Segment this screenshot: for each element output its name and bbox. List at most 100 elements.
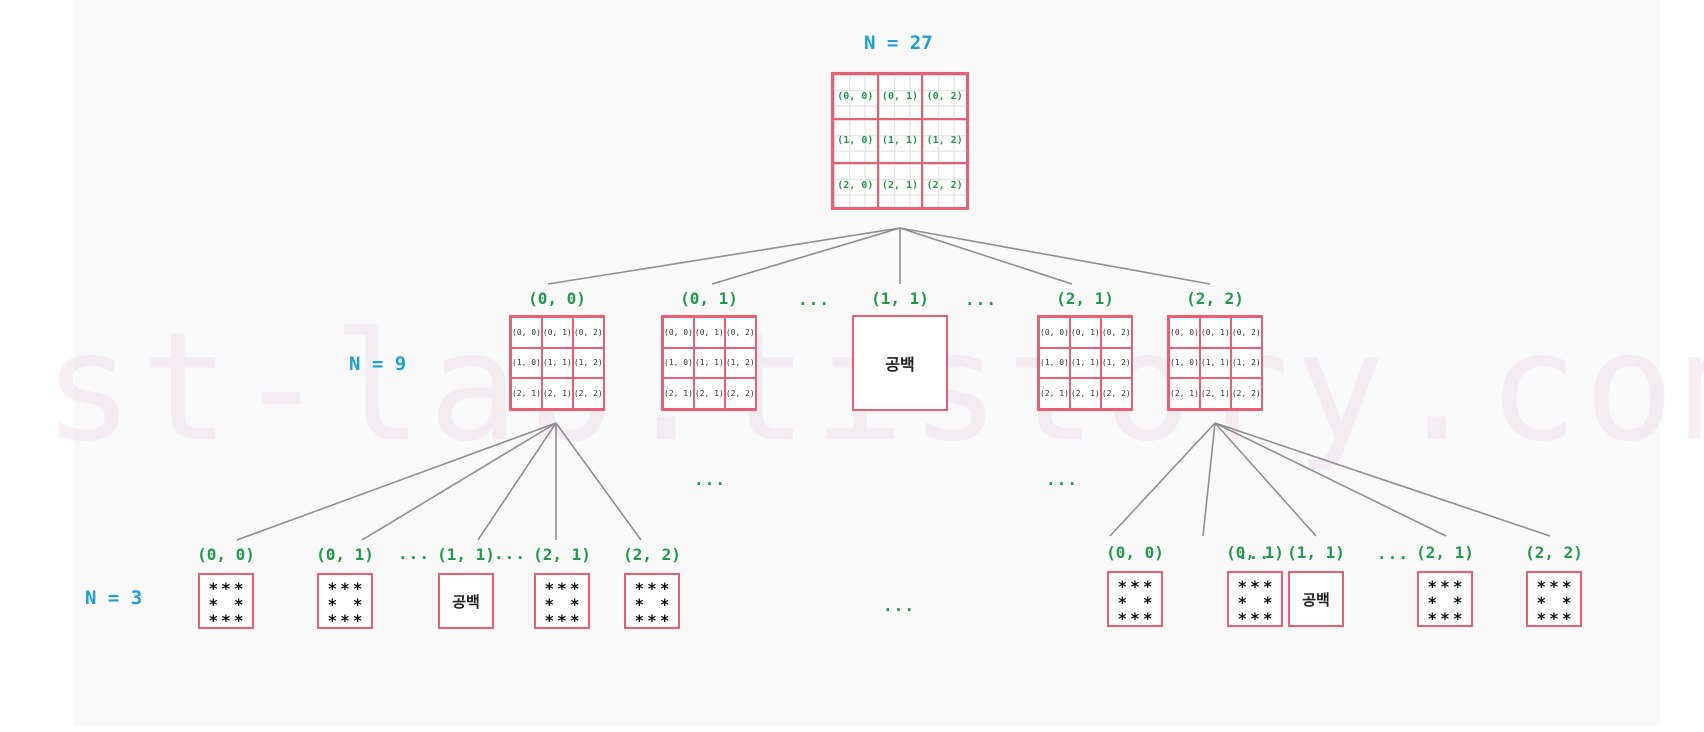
bottom-right-node-label: (0, 1) bbox=[1226, 543, 1284, 562]
star-mark: * bbox=[634, 611, 645, 630]
star-mark: * bbox=[1427, 577, 1438, 596]
star-mark: * bbox=[569, 595, 580, 614]
level-label-n9: N = 9 bbox=[349, 353, 407, 375]
middle-grid-cell: (1, 2) bbox=[724, 347, 756, 379]
star-mark: * bbox=[634, 579, 645, 598]
star-mark: * bbox=[1262, 609, 1273, 628]
middle-grid-n9: (0, 0) (0, 1) (0, 2) (1, 0) (1, 1) (1, 2) (2, … bbox=[1167, 315, 1263, 411]
top-grid-cell: (1, 1) bbox=[877, 118, 923, 164]
edge-middle-left-to-bottom bbox=[361, 422, 557, 541]
top-grid-cell: (0, 1) bbox=[877, 74, 923, 119]
middle-grid-cell: (2, 1) bbox=[1069, 378, 1101, 409]
edge-middle-right-to-bottom bbox=[1202, 422, 1216, 537]
top-grid-cell: (0, 2) bbox=[922, 74, 967, 119]
edge-root-to-middle bbox=[899, 227, 1073, 285]
bottom-left-node-label: (0, 1) bbox=[316, 545, 374, 564]
star-mark: * bbox=[208, 595, 219, 614]
level-label-n3: N = 3 bbox=[85, 587, 143, 609]
edge-root-to-middle bbox=[711, 227, 901, 285]
middle-grid-cell: (2, 2) bbox=[724, 378, 756, 409]
middle-grid-cell: (1, 0) bbox=[1169, 347, 1200, 379]
middle-grid-cell: (2, 1) bbox=[1039, 378, 1070, 409]
middle-node-label: (0, 0) bbox=[528, 289, 586, 308]
middle-grid-n9: (0, 0) (0, 1) (0, 2) (1, 0) (1, 1) (1, 2) (2, … bbox=[661, 315, 757, 411]
middle-grid-cell: (1, 2) bbox=[1230, 347, 1262, 379]
middle-grid-cell: (0, 0) bbox=[1169, 317, 1200, 348]
middle-grid-cell: (0, 2) bbox=[724, 317, 756, 348]
middle-grid-cell: (2, 2) bbox=[1100, 378, 1132, 409]
star-mark: * bbox=[1237, 609, 1248, 628]
top-grid-cell: (2, 1) bbox=[877, 163, 923, 208]
bottom-right-star-box: * * * * * * * * bbox=[1227, 571, 1283, 627]
ellipsis-middle-left: ... bbox=[798, 290, 830, 309]
star-mark: * bbox=[1142, 609, 1153, 628]
star-mark: * bbox=[327, 611, 338, 630]
bottom-right-node-label: (2, 1) bbox=[1416, 543, 1474, 562]
bottom-left-node-label: (1, 1) bbox=[437, 545, 495, 564]
star-mark: * bbox=[647, 579, 657, 598]
bottom-right-node-label: (0, 0) bbox=[1106, 543, 1164, 562]
middle-grid-cell: (1, 0) bbox=[663, 347, 694, 379]
top-grid-n27: (0, 0) (0, 1) (0, 2) (1, 0) (1, 1) (1, 2) (2, … bbox=[831, 72, 969, 210]
star-mark: * bbox=[327, 595, 338, 614]
ellipsis-bottom-left-2: ... bbox=[494, 544, 526, 563]
star-mark: * bbox=[647, 611, 657, 630]
middle-grid-cell: (0, 1) bbox=[1069, 317, 1101, 348]
middle-grid-cell: (1, 1) bbox=[541, 347, 573, 379]
star-mark: * bbox=[1427, 609, 1438, 628]
top-grid-cell: (2, 0) bbox=[833, 163, 878, 208]
star-mark: * bbox=[659, 579, 670, 598]
middle-grid-cell: (0, 2) bbox=[572, 317, 604, 348]
star-mark: * bbox=[1142, 577, 1153, 596]
ellipsis-bottom-left-1: ... bbox=[398, 544, 430, 563]
star-mark: * bbox=[221, 579, 231, 598]
star-mark: * bbox=[1452, 593, 1463, 612]
star-mark: * bbox=[208, 611, 219, 630]
middle-grid-cell: (0, 0) bbox=[511, 317, 542, 348]
star-mark: * bbox=[1130, 577, 1140, 596]
star-mark: * bbox=[352, 579, 363, 598]
middle-grid-cell: (2, 1) bbox=[693, 378, 725, 409]
top-grid-cell: (1, 2) bbox=[922, 118, 967, 164]
middle-grid-cell: (0, 0) bbox=[663, 317, 694, 348]
star-mark: * bbox=[1536, 593, 1547, 612]
star-mark: * bbox=[1142, 593, 1153, 612]
ellipsis-branch-right: ... bbox=[1046, 470, 1078, 489]
edge-middle-left-to-bottom bbox=[555, 422, 642, 541]
star-mark: * bbox=[544, 579, 555, 598]
top-grid-cell: (1, 0) bbox=[833, 118, 878, 164]
edge-middle-right-to-bottom bbox=[1214, 422, 1447, 537]
star-mark: * bbox=[1250, 577, 1260, 596]
ellipsis-branch-left: ... bbox=[694, 470, 726, 489]
bottom-right-blank-box: 공백 bbox=[1288, 571, 1344, 627]
middle-grid-cell: (0, 0) bbox=[1039, 317, 1070, 348]
middle-node-label: (1, 1) bbox=[871, 289, 929, 308]
bottom-right-star-box: * * * * * * * * bbox=[1526, 571, 1582, 627]
middle-grid-cell: (1, 2) bbox=[572, 347, 604, 379]
star-mark: * bbox=[1452, 577, 1463, 596]
star-mark: * bbox=[634, 595, 645, 614]
star-mark: * bbox=[557, 579, 567, 598]
bottom-left-blank-box: 공백 bbox=[438, 573, 494, 629]
ellipsis-bottom-right-1: ... bbox=[1238, 544, 1270, 563]
star-mark: * bbox=[1117, 609, 1128, 628]
middle-grid-cell: (1, 1) bbox=[1199, 347, 1231, 379]
star-mark: * bbox=[1130, 609, 1140, 628]
level-label-n27: N = 27 bbox=[864, 32, 933, 54]
bottom-left-node-label: (0, 0) bbox=[197, 545, 255, 564]
middle-grid-cell: (0, 2) bbox=[1230, 317, 1262, 348]
star-mark: * bbox=[659, 595, 670, 614]
star-mark: * bbox=[208, 579, 219, 598]
bottom-left-star-box: * * * * * * * * bbox=[534, 573, 590, 629]
star-mark: * bbox=[1549, 609, 1559, 628]
star-mark: * bbox=[340, 611, 350, 630]
middle-blank-box: 공백 bbox=[852, 315, 948, 411]
top-grid-cell: (2, 2) bbox=[922, 163, 967, 208]
bottom-left-star-box: * * * * * * * * bbox=[317, 573, 373, 629]
star-mark: * bbox=[233, 611, 244, 630]
middle-grid-cell: (1, 1) bbox=[1069, 347, 1101, 379]
edge-middle-right-to-bottom bbox=[1109, 422, 1216, 537]
star-mark: * bbox=[1561, 577, 1572, 596]
edge-middle-right-to-bottom bbox=[1214, 422, 1317, 537]
